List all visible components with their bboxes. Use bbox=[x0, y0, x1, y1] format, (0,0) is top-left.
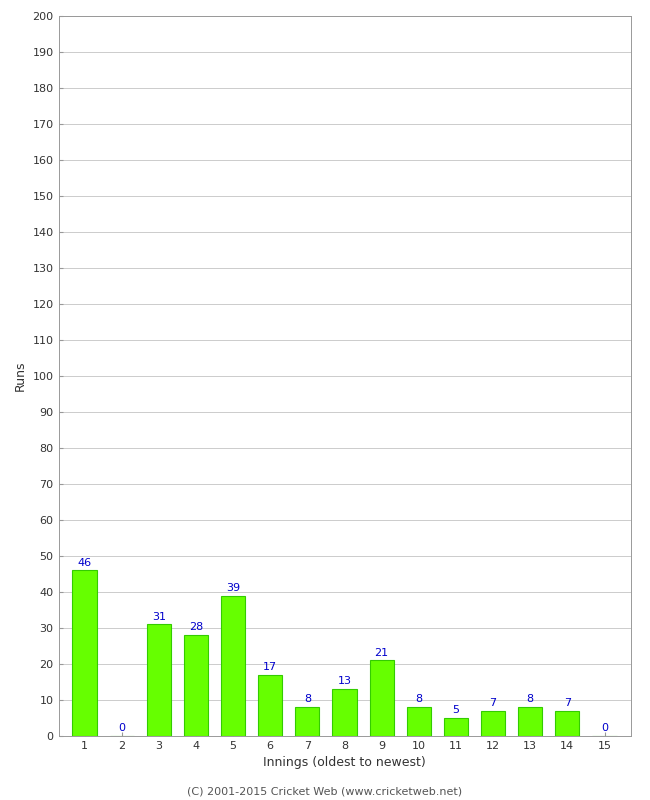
Text: 7: 7 bbox=[489, 698, 497, 708]
Text: 8: 8 bbox=[304, 694, 311, 704]
Bar bbox=[184, 635, 208, 736]
Text: 8: 8 bbox=[415, 694, 423, 704]
Bar bbox=[72, 570, 97, 736]
Bar bbox=[295, 707, 319, 736]
Text: 21: 21 bbox=[374, 647, 389, 658]
Bar bbox=[332, 690, 357, 736]
Text: 0: 0 bbox=[118, 723, 125, 733]
Text: 28: 28 bbox=[188, 622, 203, 632]
X-axis label: Innings (oldest to newest): Innings (oldest to newest) bbox=[263, 757, 426, 770]
Bar bbox=[370, 661, 394, 736]
Text: 31: 31 bbox=[152, 611, 166, 622]
Bar bbox=[518, 707, 542, 736]
Bar bbox=[147, 624, 171, 736]
Text: 5: 5 bbox=[452, 705, 460, 715]
Text: (C) 2001-2015 Cricket Web (www.cricketweb.net): (C) 2001-2015 Cricket Web (www.cricketwe… bbox=[187, 786, 463, 796]
Bar bbox=[407, 707, 431, 736]
Bar bbox=[444, 718, 468, 736]
Bar bbox=[258, 675, 282, 736]
Bar bbox=[481, 711, 505, 736]
Text: 7: 7 bbox=[564, 698, 571, 708]
Text: 46: 46 bbox=[77, 558, 92, 567]
Text: 17: 17 bbox=[263, 662, 278, 672]
Text: 8: 8 bbox=[526, 694, 534, 704]
Bar bbox=[555, 711, 579, 736]
Text: 39: 39 bbox=[226, 582, 240, 593]
Text: 0: 0 bbox=[601, 723, 608, 733]
Bar bbox=[221, 595, 245, 736]
Y-axis label: Runs: Runs bbox=[14, 361, 27, 391]
Text: 13: 13 bbox=[337, 676, 352, 686]
